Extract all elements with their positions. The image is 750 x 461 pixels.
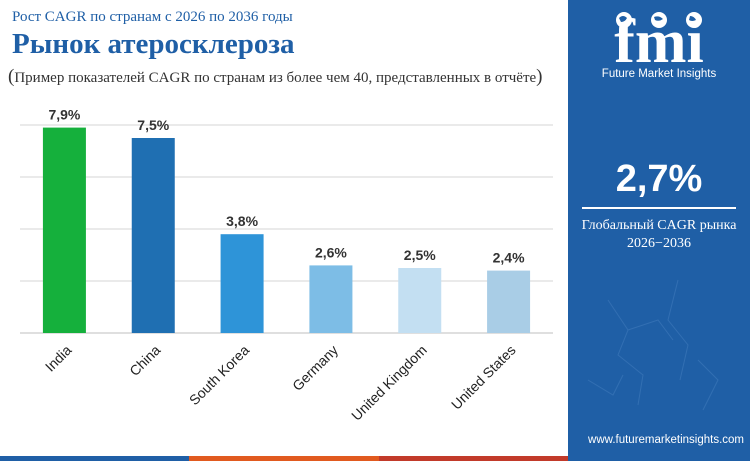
chart-area: Рост CAGR по странам с 2026 по 2036 годы… <box>0 9 568 461</box>
x-tick-label: Germany <box>289 342 341 394</box>
global-cagr-label: Глобальный CAGR рынка <box>581 218 737 233</box>
note-close-paren: ) <box>536 66 543 87</box>
fmi-logo: fmi <box>614 10 704 68</box>
website-link[interactable]: www.futuremarketinsights.com <box>588 434 744 446</box>
note-text: Пример показателей CAGR по странам из бо… <box>14 70 537 86</box>
note-open-paren: ( <box>8 66 15 87</box>
data-label: 7,5% <box>137 117 169 133</box>
data-label: 7,9% <box>48 107 80 123</box>
x-tick-label: United Kingdom <box>348 342 430 424</box>
data-label: 2,5% <box>404 247 436 263</box>
bottom-strip-orange <box>189 456 379 461</box>
data-label: 2,6% <box>315 244 347 260</box>
bar <box>131 138 175 333</box>
data-label: 3,8% <box>226 213 258 229</box>
global-cagr-value: 2,7% <box>615 158 703 200</box>
bar <box>487 270 531 333</box>
bottom-strip-blue <box>0 456 190 461</box>
chart-subtitle: Рост CAGR по странам с 2026 по 2036 годы <box>12 9 293 25</box>
bar <box>42 127 86 333</box>
logo-tagline: Future Market Insights <box>601 68 717 80</box>
bar <box>309 265 353 333</box>
summary-panel: fmi Future Market Insights 2,7% Глобальн… <box>568 0 750 461</box>
bar <box>220 234 264 333</box>
chart-title: Рынок атеросклероза <box>12 28 295 60</box>
bottom-strip-red <box>378 456 568 461</box>
background-texture <box>587 279 719 411</box>
data-label: 2,4% <box>493 250 525 266</box>
x-tick-label: United States <box>448 342 519 413</box>
chart-note: (Пример показателей CAGR по странам из б… <box>8 66 543 88</box>
x-tick-label: South Korea <box>186 342 253 409</box>
divider <box>582 207 736 209</box>
global-cagr-period: 2026−2036 <box>627 236 691 251</box>
x-tick-label: China <box>126 342 163 379</box>
x-tick-label: India <box>42 342 75 375</box>
bar <box>398 268 442 333</box>
bar-chart: 7,9% India 7,5% China 3,8% South Korea 2,6% Ger… <box>20 107 553 424</box>
bottom-color-strip <box>0 456 568 461</box>
